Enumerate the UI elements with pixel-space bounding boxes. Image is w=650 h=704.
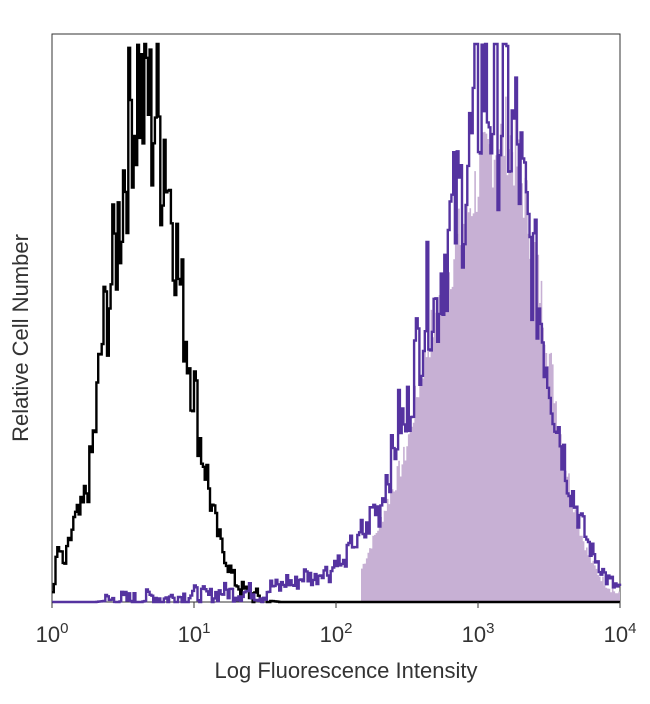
x-tick-label-2: 102 — [320, 620, 353, 647]
y-axis-label: Relative Cell Number — [8, 234, 33, 442]
series-filled-histogram — [361, 96, 620, 602]
x-axis-label: Log Fluorescence Intensity — [215, 658, 478, 683]
x-tick-label-3: 103 — [462, 620, 495, 647]
x-tick-label-4: 104 — [604, 620, 637, 647]
x-axis-ticks: 100 101 102 103 104 — [36, 602, 637, 647]
series-layer — [52, 42, 622, 604]
plot-area — [51, 33, 622, 604]
x-tick-label-1: 101 — [178, 620, 211, 647]
x-tick-label-0: 100 — [36, 620, 69, 647]
series-outline-histogram-1 — [52, 42, 622, 604]
